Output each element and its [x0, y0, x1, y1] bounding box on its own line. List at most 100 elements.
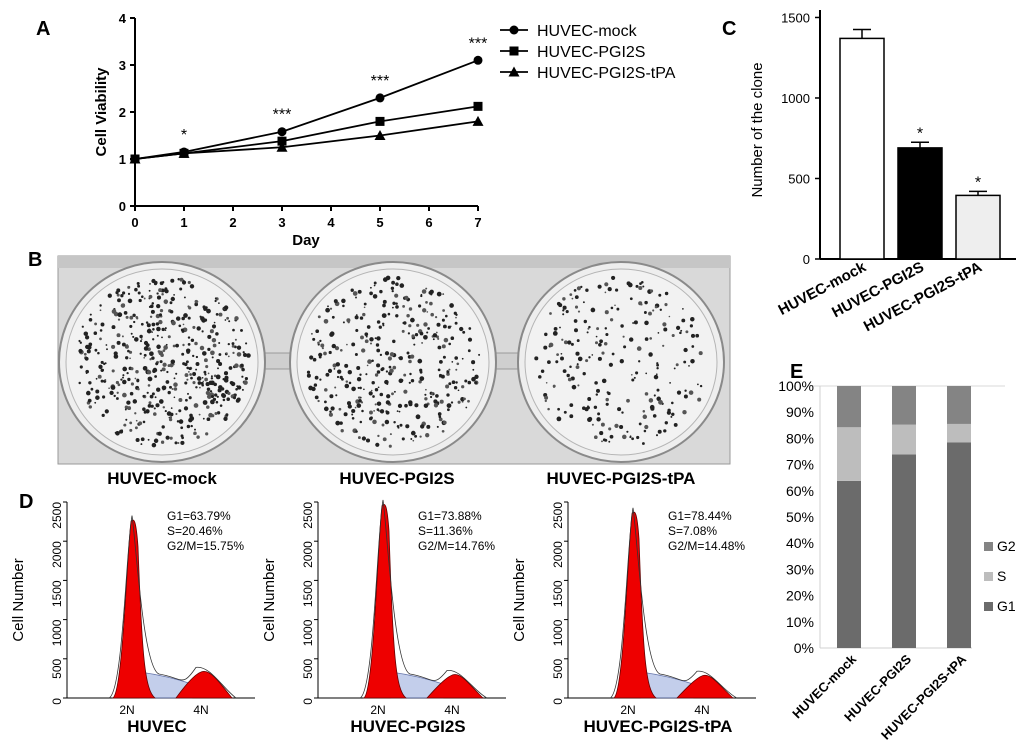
colony — [645, 372, 648, 375]
colony — [312, 357, 317, 362]
colony — [143, 353, 147, 357]
colony — [561, 338, 564, 341]
colony — [632, 321, 635, 325]
colony — [437, 345, 442, 350]
colony — [428, 291, 433, 295]
colony — [136, 281, 140, 286]
flow-ytick-label: 2000 — [301, 541, 315, 568]
colony — [652, 414, 657, 418]
colony — [148, 289, 151, 292]
colony — [182, 323, 185, 326]
colony — [658, 293, 662, 297]
colony — [598, 342, 602, 347]
colony — [382, 277, 388, 282]
colony — [471, 376, 476, 382]
panel-letter-c: C — [722, 18, 736, 40]
colony — [381, 367, 385, 371]
colony — [365, 438, 371, 443]
colony — [167, 364, 171, 368]
colony — [124, 408, 127, 411]
colony — [161, 293, 164, 296]
colony — [241, 375, 244, 378]
colony — [336, 375, 340, 379]
chart-e-ytick-label: 50% — [786, 509, 814, 525]
chart-e-bar-segment — [947, 442, 971, 648]
colony — [448, 342, 452, 346]
colony — [448, 382, 452, 386]
colony — [563, 340, 568, 345]
colony — [410, 430, 416, 436]
colony — [122, 376, 124, 379]
colony — [614, 423, 619, 429]
colony — [125, 418, 128, 421]
colony — [162, 406, 166, 409]
colony — [395, 302, 398, 305]
panel-letter-b: B — [28, 249, 42, 271]
colony — [587, 397, 592, 401]
colony — [626, 398, 630, 403]
colony — [117, 318, 121, 321]
flow-fit-curve — [609, 507, 738, 699]
flow-ytick-label: 2500 — [551, 502, 565, 529]
colony — [234, 363, 239, 368]
colony — [393, 390, 396, 393]
colony — [194, 302, 199, 307]
colony — [117, 383, 121, 387]
colony — [436, 291, 442, 297]
colony — [663, 327, 668, 332]
colony — [392, 365, 397, 370]
colony — [638, 360, 641, 363]
colony — [149, 351, 154, 357]
colony — [638, 301, 643, 306]
colony — [616, 307, 620, 311]
chart-e-bar-segment — [892, 424, 916, 455]
colony — [596, 327, 600, 331]
flow-g2-peak — [426, 674, 484, 699]
colony — [166, 411, 172, 416]
colony — [611, 275, 616, 280]
colony — [670, 415, 673, 418]
flow-stat: G2/M=14.48% — [668, 539, 745, 553]
colony — [126, 400, 131, 405]
colony — [194, 428, 196, 431]
colony — [569, 365, 572, 368]
colony — [241, 367, 245, 372]
colony — [160, 353, 164, 357]
colony — [424, 397, 428, 401]
colony — [232, 328, 235, 332]
colony — [170, 296, 175, 302]
colony — [623, 345, 627, 349]
colony — [135, 437, 140, 443]
colony — [649, 289, 654, 293]
colony — [137, 387, 140, 391]
chart-e-bar-segment — [837, 480, 861, 648]
colony — [205, 365, 209, 369]
colony — [425, 388, 427, 391]
colony — [331, 315, 335, 319]
colony — [372, 419, 377, 425]
colony — [218, 353, 222, 356]
colony — [217, 367, 219, 370]
colony — [374, 387, 379, 392]
colony — [156, 292, 159, 295]
colony — [676, 390, 682, 395]
colony — [313, 383, 318, 387]
colony — [203, 358, 208, 363]
colony — [213, 374, 217, 378]
colony — [382, 303, 386, 308]
colony — [689, 324, 693, 328]
colony — [145, 321, 149, 324]
colony — [376, 363, 381, 368]
colony — [658, 399, 663, 405]
colony — [134, 412, 137, 415]
colony — [192, 372, 197, 376]
colony — [379, 409, 385, 414]
colony — [339, 421, 343, 425]
chart-a-xtick-label: 6 — [425, 215, 432, 230]
colony — [104, 362, 107, 365]
colony — [342, 304, 345, 308]
colony — [134, 287, 138, 292]
colony — [657, 429, 662, 434]
colony — [217, 388, 222, 393]
